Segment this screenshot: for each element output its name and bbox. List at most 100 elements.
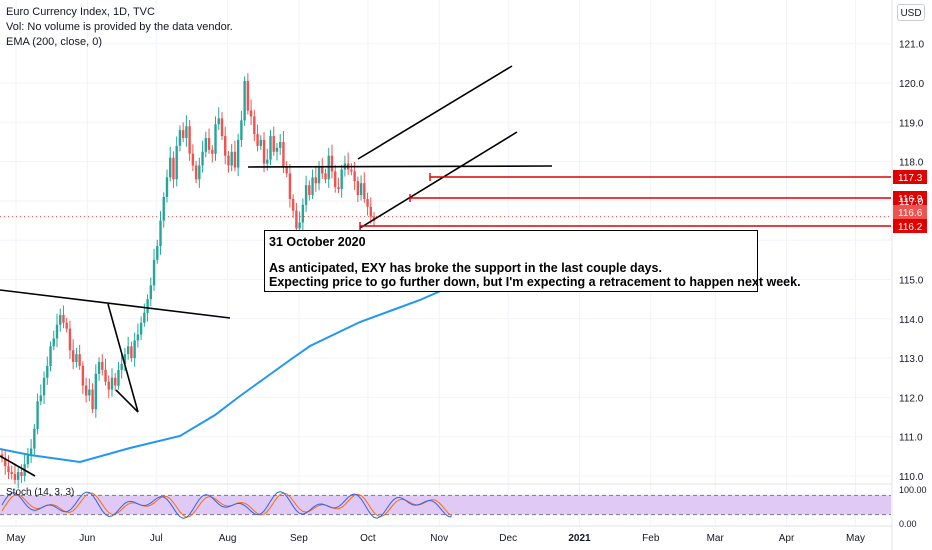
candle <box>256 124 259 152</box>
candle-body <box>101 362 104 370</box>
trendline-drawings <box>0 65 553 477</box>
x-tick-label: Oct <box>360 533 376 544</box>
x-tick-label: Apr <box>779 533 795 544</box>
candle <box>26 448 30 469</box>
candle <box>126 336 130 360</box>
candle-body <box>291 198 295 211</box>
candle-body <box>62 314 65 323</box>
candle <box>356 176 360 203</box>
candle <box>59 308 62 332</box>
candle <box>321 158 324 179</box>
candle <box>227 150 230 173</box>
analysis-note[interactable]: 31 October 2020 As anticipated, EXY has … <box>264 230 801 292</box>
candle <box>149 277 153 307</box>
candle <box>359 175 363 201</box>
candle-body <box>262 139 266 164</box>
x-tick-label: Mar <box>707 533 725 544</box>
x-tick-label: Jul <box>150 533 163 544</box>
candle-body <box>366 198 369 207</box>
candle-body <box>172 157 175 180</box>
candle <box>110 368 114 397</box>
candle <box>246 73 250 115</box>
candle <box>304 175 308 212</box>
x-tick-label: Sep <box>290 533 308 544</box>
candle <box>88 378 91 401</box>
y-tick-label: 112.0 <box>899 393 924 404</box>
candle <box>185 115 188 147</box>
candle-body <box>120 363 123 370</box>
candle <box>253 110 256 142</box>
resistance-trendline <box>0 289 231 319</box>
candle <box>78 344 81 370</box>
time-axis: May Jun Jul Aug Sep Oct Nov Dec 2021 Feb Mar Apr May <box>0 525 892 544</box>
stoch-legend[interactable]: Stoch (14, 3, 3) <box>6 487 75 498</box>
x-tick-label: 2021 <box>568 533 591 544</box>
candle-body <box>123 354 127 364</box>
ema-legend[interactable]: EMA (200, close, 0) <box>6 36 102 48</box>
candle <box>169 146 172 182</box>
candle-body <box>169 157 172 178</box>
candle-body <box>198 165 201 180</box>
candle-body <box>204 138 208 152</box>
candle <box>198 157 201 188</box>
stoch-axis-label: 0.00 <box>899 519 917 529</box>
y-tick-label: 118.0 <box>899 158 924 169</box>
candle <box>152 248 156 291</box>
candle <box>298 211 301 233</box>
candle-body <box>308 185 311 196</box>
candle <box>285 161 288 178</box>
candle-body <box>217 118 220 125</box>
candle-body <box>314 177 317 184</box>
candle <box>346 152 350 175</box>
candle-body <box>165 177 169 197</box>
y-tick-label: 115.0 <box>899 276 924 287</box>
note-line-2: Expecting price to go further down, but … <box>269 275 801 289</box>
candle <box>114 373 117 392</box>
candle-body <box>311 177 314 196</box>
candle-body <box>84 385 88 396</box>
candle <box>10 465 13 480</box>
stoch-d-line <box>1 492 452 518</box>
candle-body <box>359 183 363 196</box>
candle-body <box>114 377 117 386</box>
candle-body <box>156 246 159 260</box>
currency-badge[interactable]: USD <box>897 4 925 21</box>
candle-body <box>369 206 372 217</box>
candle-body <box>59 314 62 325</box>
candle-body <box>227 155 230 166</box>
candle <box>52 330 55 351</box>
ema-line <box>0 281 461 464</box>
candle <box>230 143 233 172</box>
candle-body <box>10 472 13 475</box>
candle-body <box>279 141 282 148</box>
candle-body <box>185 126 188 139</box>
candle-body <box>136 334 140 341</box>
candle <box>156 239 159 264</box>
candle <box>55 313 59 348</box>
candle <box>188 119 191 161</box>
candle-body <box>146 299 149 313</box>
candle <box>259 135 262 150</box>
candle <box>291 194 295 218</box>
candle <box>159 211 162 255</box>
candle <box>23 453 26 482</box>
candle-body <box>330 155 334 172</box>
candle <box>275 143 279 161</box>
early-trendline <box>0 455 36 477</box>
candle-body <box>91 389 94 410</box>
candle <box>369 197 372 224</box>
candle-body <box>295 210 298 229</box>
ema-200-line <box>0 281 461 464</box>
stoch-axis-label: 100.00 <box>899 485 927 495</box>
stochastic-panel: 100.00 0.00 <box>0 483 927 529</box>
symbol-legend[interactable]: Euro Currency Index, 1D, TVC <box>6 6 155 18</box>
candle-body <box>7 466 10 473</box>
note-line-1: As anticipated, EXY has broke the suppor… <box>269 261 662 275</box>
candle-body <box>88 389 91 396</box>
candle <box>314 166 317 192</box>
price-axis: 110.0 111.0 112.0 113.0 114.0 115.0 116.0 117.0… <box>891 0 924 550</box>
candle <box>269 129 272 166</box>
candle-body <box>71 350 75 363</box>
candle <box>317 161 321 191</box>
